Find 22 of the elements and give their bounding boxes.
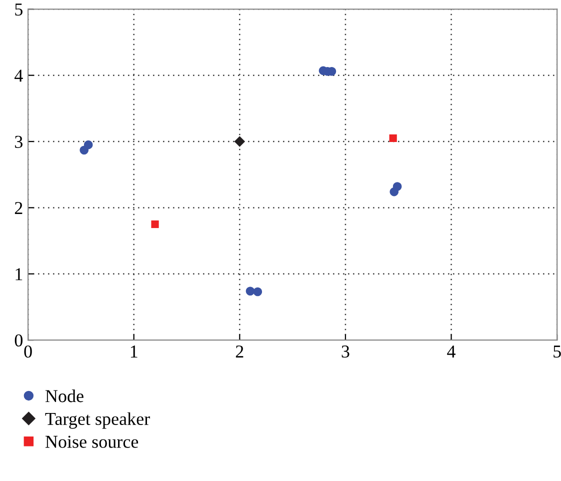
- y-tick-label: 2: [14, 202, 22, 214]
- y-tick-label: 4: [14, 70, 23, 82]
- x-tick-label: 3: [342, 346, 350, 358]
- legend-label: Node: [45, 390, 84, 402]
- point: [253, 287, 262, 296]
- point: [84, 140, 93, 150]
- y-tick-label: 1: [16, 268, 22, 280]
- x-tick-label: 0: [24, 345, 32, 358]
- x-tick-label: 4: [447, 346, 456, 358]
- x-tick-label: 2: [236, 346, 244, 358]
- point: [151, 220, 159, 228]
- x-tick-label: 5: [554, 346, 561, 358]
- x-tick-label: 1: [130, 346, 138, 358]
- point: [246, 286, 255, 296]
- y-tick-label: 0: [14, 334, 22, 347]
- point: [234, 136, 246, 147]
- point: [392, 182, 402, 191]
- point: [389, 134, 397, 142]
- y-tick-label: 5: [15, 4, 22, 16]
- legend-label: Target speaker: [45, 412, 150, 429]
- y-tick-label: 3: [15, 136, 22, 148]
- legend-label: Noise source: [45, 436, 138, 448]
